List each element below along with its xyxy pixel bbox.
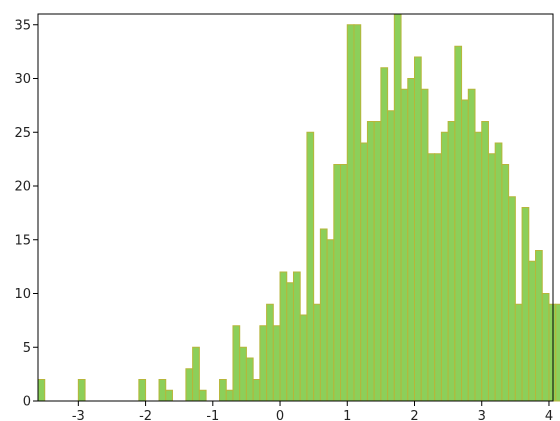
y-tick-label: 0 [23, 395, 31, 410]
y-tick-label: 5 [23, 341, 31, 356]
histogram-bar [414, 56, 422, 402]
histogram-bar [501, 164, 510, 402]
histogram-bar [165, 389, 173, 402]
histogram-bar [198, 389, 207, 402]
y-axis-ticks: 0 5 10 15 20 25 30 35 [14, 18, 38, 410]
histogram-bar [555, 303, 560, 402]
histogram-bar [37, 379, 46, 402]
histogram-bar [259, 325, 268, 402]
histogram-bar [387, 110, 395, 402]
histogram-bar [239, 346, 247, 402]
histogram-bar [434, 153, 442, 402]
histogram-bar [326, 239, 335, 402]
bars-layer [37, 13, 560, 402]
axes-layer [37, 13, 554, 402]
y-tick-label: 30 [14, 72, 31, 87]
y-tick-label: 35 [14, 18, 31, 33]
histogram-bar [487, 153, 496, 402]
x-tick-label: 0 [276, 409, 284, 421]
histogram-bar [245, 357, 254, 402]
x-tick-label: 4 [545, 409, 553, 421]
histogram-bar [508, 196, 516, 402]
histogram-bar [306, 131, 315, 402]
histogram-bar [366, 121, 375, 402]
histogram-bar [219, 379, 227, 402]
x-tick-label: 3 [478, 409, 486, 421]
histogram-bar [514, 303, 523, 402]
histogram-bar [313, 303, 321, 402]
y-tick-label: 10 [14, 287, 31, 302]
histogram-bar [185, 368, 194, 402]
histogram-bar [299, 314, 308, 402]
histogram-bar [232, 325, 241, 402]
y-tick-label: 25 [14, 126, 31, 141]
histogram-bar [138, 379, 147, 402]
histogram-bar [420, 88, 429, 402]
histogram-bar [541, 293, 550, 402]
y-tick-label: 15 [14, 233, 31, 248]
histogram-bar [494, 142, 503, 402]
x-tick-label: 2 [410, 409, 418, 421]
histogram-bar [158, 379, 167, 402]
histogram-bar [319, 228, 328, 402]
histogram-bar [292, 271, 301, 402]
histogram-bar [272, 325, 281, 402]
histogram-bar [346, 24, 355, 402]
histogram-bar [467, 88, 476, 402]
histogram-bar [521, 207, 530, 402]
histogram-bar [353, 24, 362, 402]
histogram-bar [333, 164, 342, 402]
x-tick-label: 1 [343, 409, 351, 421]
histogram-bar [266, 303, 274, 402]
histogram-bar [77, 379, 86, 402]
histogram-bar [373, 121, 382, 402]
histogram-bar [393, 13, 402, 402]
histogram-bar [400, 88, 409, 402]
histogram-bar [548, 303, 557, 402]
histogram-bar [192, 346, 200, 402]
histogram-bar [528, 260, 537, 402]
histogram-bar [481, 121, 489, 402]
histogram-bar [440, 131, 449, 402]
histogram-bar [380, 67, 389, 402]
y-tick-label: 20 [14, 180, 31, 195]
histogram-bar [427, 153, 436, 402]
histogram-bar [447, 121, 456, 402]
histogram-bar [340, 164, 348, 402]
histogram-bar [407, 78, 416, 402]
histogram-bar [279, 271, 288, 402]
histogram-bar [535, 250, 543, 402]
histogram-bar [454, 45, 463, 402]
histogram-bar [461, 99, 469, 402]
histogram-bar [286, 282, 294, 402]
plot-frame [37, 13, 554, 402]
x-tick-label: -2 [139, 409, 152, 421]
x-tick-label: -3 [72, 409, 85, 421]
histogram-bar [360, 142, 368, 402]
histogram-bar [474, 131, 483, 402]
histogram-bar [252, 379, 261, 402]
x-axis-ticks: -3 -2 -1 0 1 2 3 4 [72, 401, 553, 421]
histogram-bar [225, 389, 234, 402]
x-tick-label: -1 [206, 409, 219, 421]
